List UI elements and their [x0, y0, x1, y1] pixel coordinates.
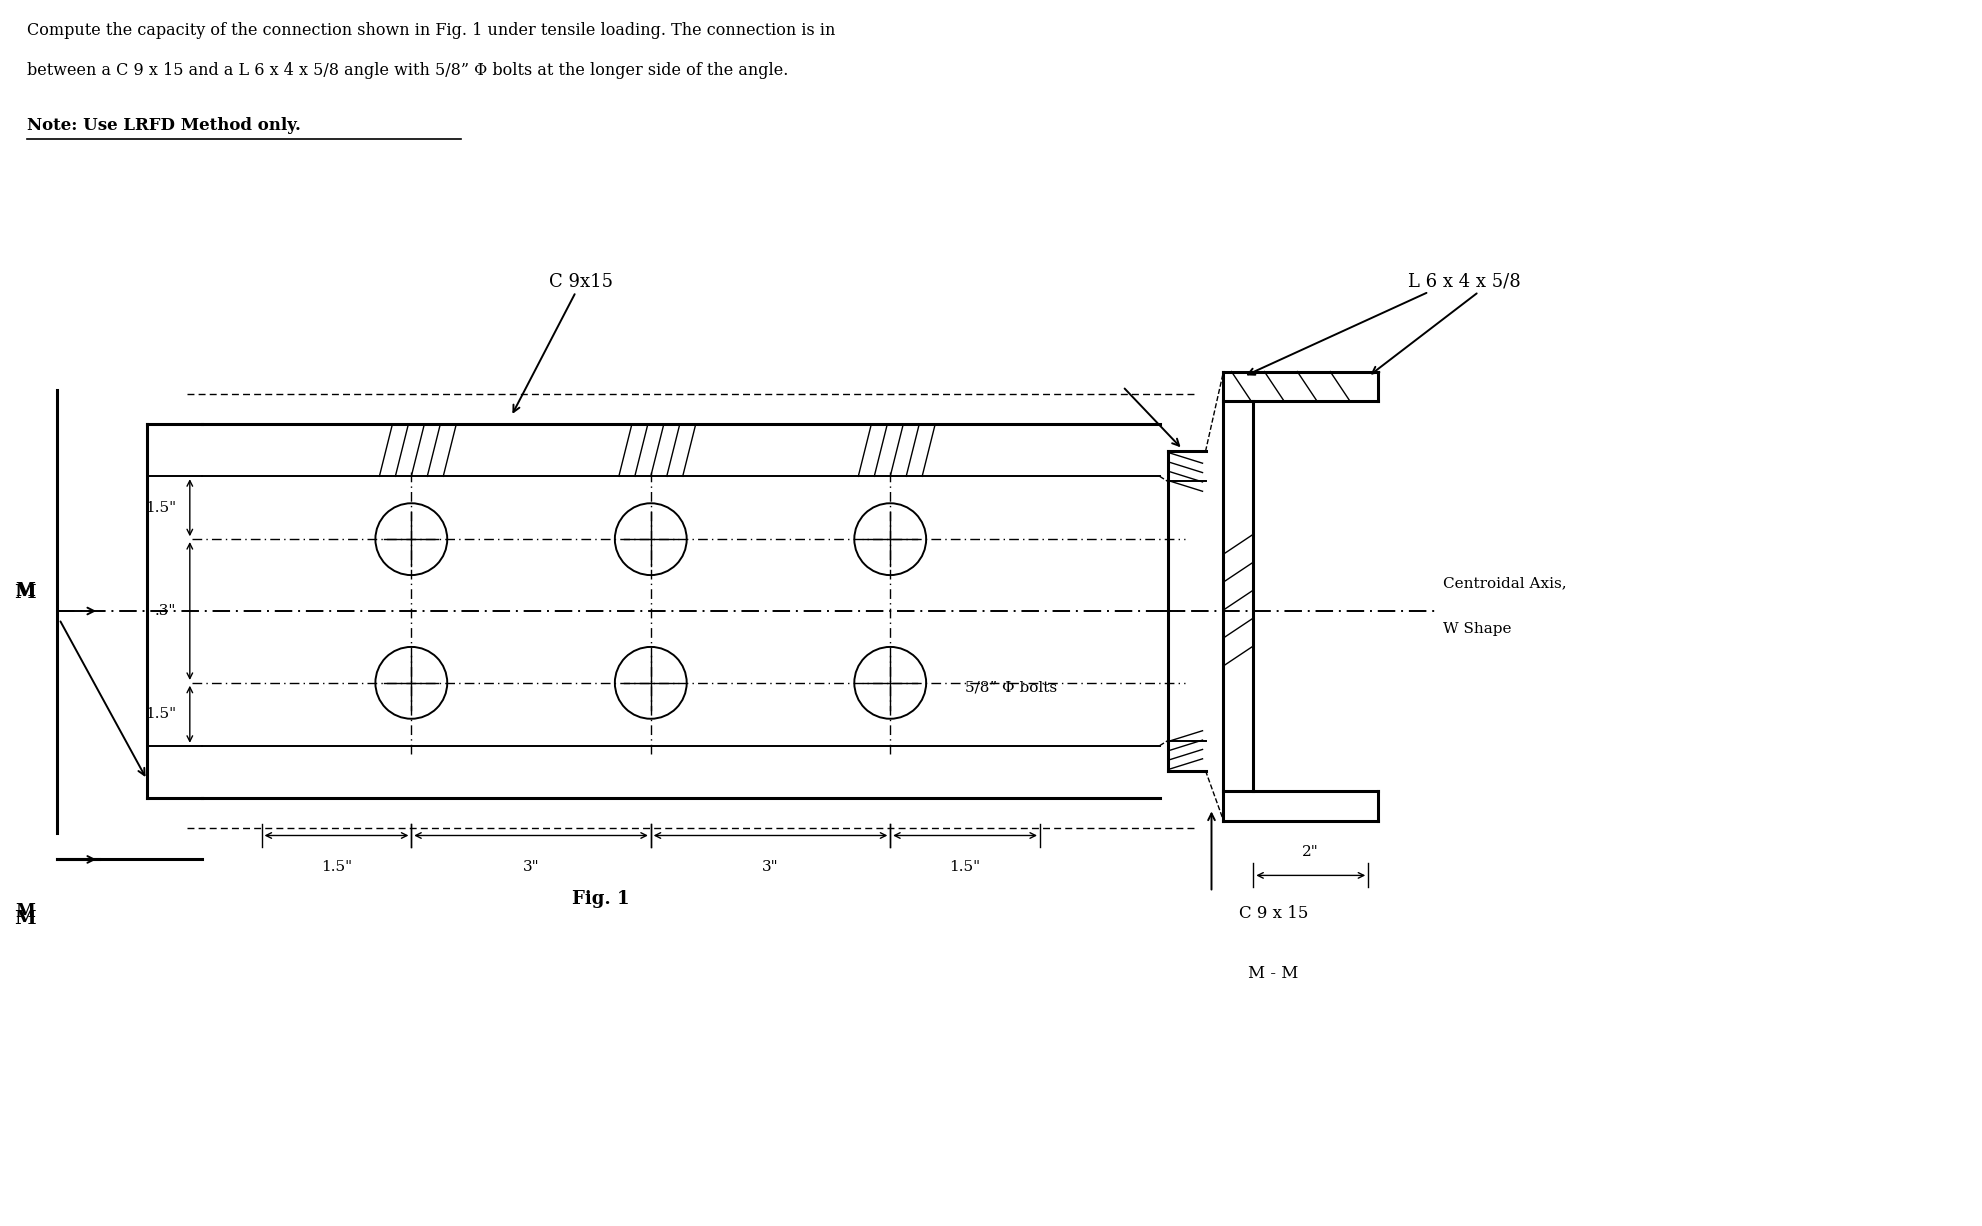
Text: 1.5": 1.5" — [321, 861, 353, 874]
Text: C 9x15: C 9x15 — [549, 272, 612, 291]
Text: 1.5": 1.5" — [145, 500, 176, 515]
Text: M: M — [16, 904, 36, 921]
Text: 5/8” Φ bolts: 5/8” Φ bolts — [965, 680, 1056, 695]
Text: W Shape: W Shape — [1443, 622, 1512, 636]
Text: Fig. 1: Fig. 1 — [573, 890, 630, 908]
Text: Centroidal Axis,: Centroidal Axis, — [1443, 576, 1566, 590]
Text: M: M — [16, 582, 36, 600]
Text: 1.5": 1.5" — [949, 861, 981, 874]
Text: C 9 x 15: C 9 x 15 — [1239, 905, 1308, 922]
Text: M - M: M - M — [1249, 965, 1298, 982]
Text: 2": 2" — [1302, 846, 1320, 859]
Text: between a C 9 x 15 and a L 6 x 4 x 5/8 angle with 5/8” Φ bolts at the longer sid: between a C 9 x 15 and a L 6 x 4 x 5/8 a… — [28, 63, 789, 80]
Text: M: M — [14, 910, 36, 928]
Text: 1.5": 1.5" — [145, 707, 176, 721]
Text: Note: Use LRFD Method only.: Note: Use LRFD Method only. — [28, 118, 301, 134]
Text: 3": 3" — [763, 861, 779, 874]
Text: .3": .3" — [155, 604, 176, 618]
Text: L 6 x 4 x 5/8: L 6 x 4 x 5/8 — [1407, 272, 1520, 291]
Text: Compute the capacity of the connection shown in Fig. 1 under tensile loading. Th: Compute the capacity of the connection s… — [28, 22, 836, 39]
Text: 3": 3" — [523, 861, 539, 874]
Text: M: M — [14, 584, 36, 602]
